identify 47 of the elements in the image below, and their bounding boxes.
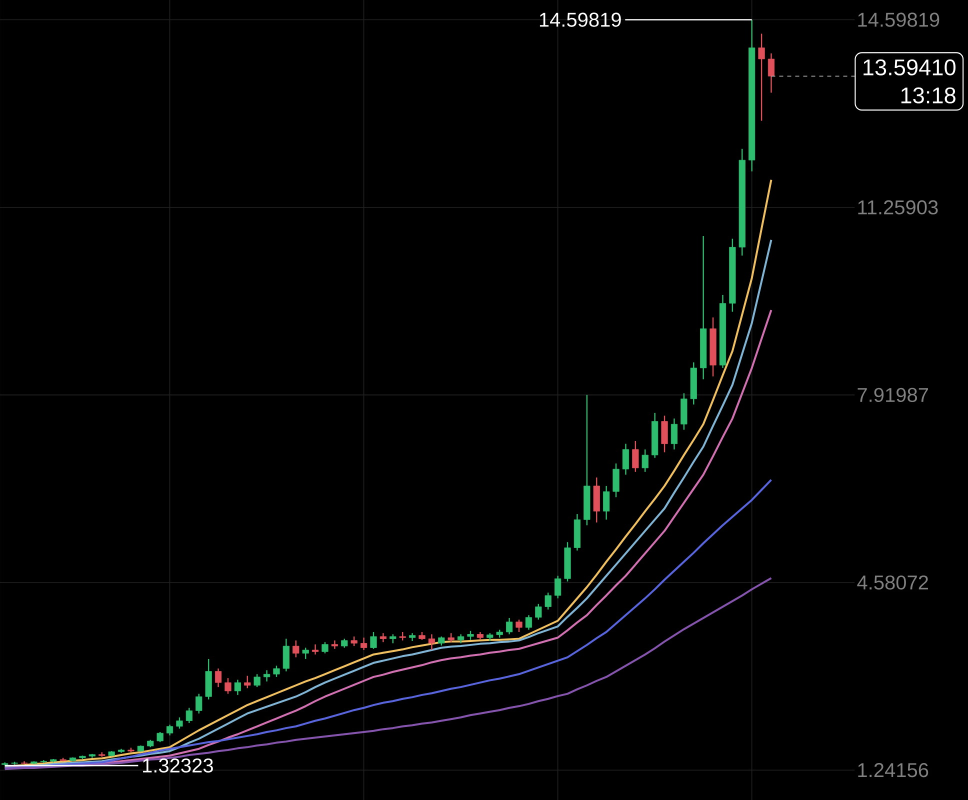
candlestick (312, 644, 319, 656)
annotation: 14.59819 (540, 12, 621, 27)
candlestick (612, 462, 620, 498)
candlestick (273, 665, 280, 678)
candlestick (622, 443, 630, 476)
annotation: 1.32323 (143, 758, 213, 773)
candlestick (661, 415, 668, 453)
candlestick (516, 619, 522, 633)
candlestick (40, 760, 47, 764)
candlestick (196, 693, 202, 714)
candlestick (224, 677, 232, 694)
candlestick (603, 485, 610, 520)
candlestick (292, 640, 300, 658)
y-tick-label: 11.25903 (858, 200, 938, 214)
candlestick (525, 614, 532, 630)
y-tick-label: 4.58072 (857, 575, 928, 590)
candlestick (331, 640, 338, 650)
candlestick (554, 575, 562, 599)
candlestick (322, 642, 328, 654)
y-tick-label: 7.91987 (858, 388, 928, 402)
candlestick (263, 670, 270, 682)
candlestick (282, 638, 290, 672)
candlestick (214, 668, 222, 688)
candlestick (370, 631, 377, 650)
candlestick (506, 617, 513, 635)
candlestick (758, 33, 765, 122)
candlestick (234, 679, 241, 696)
candlestick (166, 724, 174, 736)
candlestick (186, 707, 192, 724)
y-tick-label: 14.59819 (858, 12, 940, 27)
candlestick (544, 592, 552, 610)
candlestick (176, 716, 183, 730)
candlestick (254, 674, 260, 688)
candlestick (632, 440, 639, 472)
candlestick (302, 647, 309, 660)
candlestick (156, 731, 164, 743)
candlestick (360, 637, 368, 651)
text: 13:18 (901, 87, 956, 104)
ref-line-label: 13.59410 (864, 59, 956, 76)
candlestick (642, 448, 648, 472)
candlestick (350, 636, 358, 647)
candlestick (768, 52, 775, 94)
y-tick-label: 1.24156 (858, 763, 928, 778)
candlestick (670, 418, 678, 450)
candlestick (535, 603, 542, 620)
candlestick (244, 675, 251, 689)
candlestick (428, 634, 436, 651)
